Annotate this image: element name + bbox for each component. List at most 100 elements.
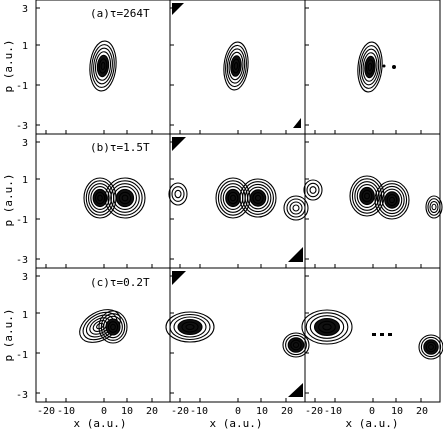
marker-dot <box>388 333 392 336</box>
y-axis-label-row-c: p (a.u.) <box>2 309 15 362</box>
x-axis-label-col-1: x (a.u.) <box>74 417 127 429</box>
contour-line <box>97 194 103 202</box>
x-tick: 0 <box>235 406 241 417</box>
contour-line <box>376 183 408 217</box>
contour-line <box>418 334 443 360</box>
row-label-a: (a)τ=264T <box>90 7 150 20</box>
contour-line <box>425 195 443 219</box>
contour-line <box>98 310 128 344</box>
contour-line <box>286 198 306 218</box>
contour-line <box>103 315 123 339</box>
contour-line <box>283 195 309 221</box>
y-tick: -1 <box>16 215 28 226</box>
contour-line <box>429 200 439 214</box>
x-ticks-col-1: -20 -10 0 10 20 <box>37 406 158 417</box>
contour-line <box>420 336 442 358</box>
x-tick: 0 <box>369 406 375 417</box>
contour-line <box>301 309 353 345</box>
contour-line <box>354 181 380 211</box>
contour-line <box>121 194 129 202</box>
contour-line <box>233 62 239 70</box>
contour-line <box>367 62 373 72</box>
corner-wedge <box>288 383 303 397</box>
y-tick: 3 <box>22 4 28 15</box>
contour-line <box>374 180 410 220</box>
contour-line <box>104 177 146 219</box>
contour-line <box>171 186 185 202</box>
contour-line <box>306 182 320 198</box>
contour-line <box>185 323 195 331</box>
contour-line <box>356 184 378 208</box>
contour-line <box>89 40 117 92</box>
contour-line <box>285 334 307 356</box>
contour-line <box>113 186 137 210</box>
y-axis-label-row-b: p (a.u.) <box>2 174 15 227</box>
contour-line <box>173 316 207 338</box>
y-tick: 1 <box>22 41 28 52</box>
x-tick: 10 <box>256 406 268 417</box>
x-axis-label-col-3: x (a.u.) <box>346 417 399 429</box>
contour-line <box>357 41 383 93</box>
contour-line <box>389 196 395 204</box>
contour-line <box>351 178 383 214</box>
x-ticks-col-3: -20 -10 0 10 20 <box>305 406 428 417</box>
corner-wedge <box>293 118 301 128</box>
corner-wedge <box>172 137 186 151</box>
contour-line <box>431 203 437 211</box>
x-tick: -10 <box>190 406 208 417</box>
contour-line <box>292 342 300 348</box>
contour-line <box>91 44 115 88</box>
contour-line <box>228 51 244 81</box>
contour-line <box>360 48 380 86</box>
y-ticks-row-c: 3 1 -1 -3 <box>16 272 28 401</box>
x-tick: 0 <box>101 406 107 417</box>
x-tick: -20 <box>37 406 55 417</box>
marker-dot <box>382 64 386 68</box>
y-axis-label-row-a: p (a.u.) <box>2 40 15 93</box>
y-tick: -1 <box>16 81 28 92</box>
row-label-b: (b)τ=1.5T <box>90 141 150 154</box>
x-tick: 20 <box>416 406 428 417</box>
contour-line <box>309 186 317 194</box>
contour-line <box>169 313 211 341</box>
contour-line <box>110 323 116 331</box>
y-tick: 1 <box>22 175 28 186</box>
contour-line <box>230 194 236 202</box>
contour-line <box>96 322 104 330</box>
contour-line <box>309 315 345 339</box>
contour-line <box>107 180 143 216</box>
x-tick: 20 <box>281 406 293 417</box>
contour-line <box>242 181 274 215</box>
y-tick: 1 <box>22 310 28 321</box>
contour-line <box>305 312 349 342</box>
x-tick: 20 <box>146 406 158 417</box>
contour-line <box>254 194 262 202</box>
contour-line <box>428 344 434 350</box>
x-tick: -20 <box>305 406 323 417</box>
y-ticks-row-a: 3 1 -1 -3 <box>16 4 28 132</box>
x-tick: -20 <box>171 406 189 417</box>
y-tick: -3 <box>16 390 28 401</box>
x-tick: 10 <box>121 406 133 417</box>
contour-line <box>92 319 108 333</box>
contour-line <box>239 178 277 218</box>
x-ticks-col-2: -20 -10 0 10 20 <box>171 406 293 417</box>
panel-grid <box>35 0 443 403</box>
contour-line <box>282 332 310 358</box>
corner-wedge <box>288 247 303 262</box>
contour-line <box>322 323 332 331</box>
contour-line <box>90 186 110 210</box>
x-tick: 10 <box>391 406 403 417</box>
contour-line <box>225 44 247 88</box>
contour-line <box>100 313 126 341</box>
contour-line <box>349 175 385 217</box>
contour-line <box>303 179 323 201</box>
corner-wedge <box>172 271 186 285</box>
y-tick: 3 <box>22 272 28 283</box>
row-label-c: (c)τ=0.2T <box>90 276 150 289</box>
corner-wedge <box>172 3 184 15</box>
contour-line <box>110 183 140 213</box>
x-tick: -10 <box>57 406 75 417</box>
contour-line <box>94 51 112 81</box>
